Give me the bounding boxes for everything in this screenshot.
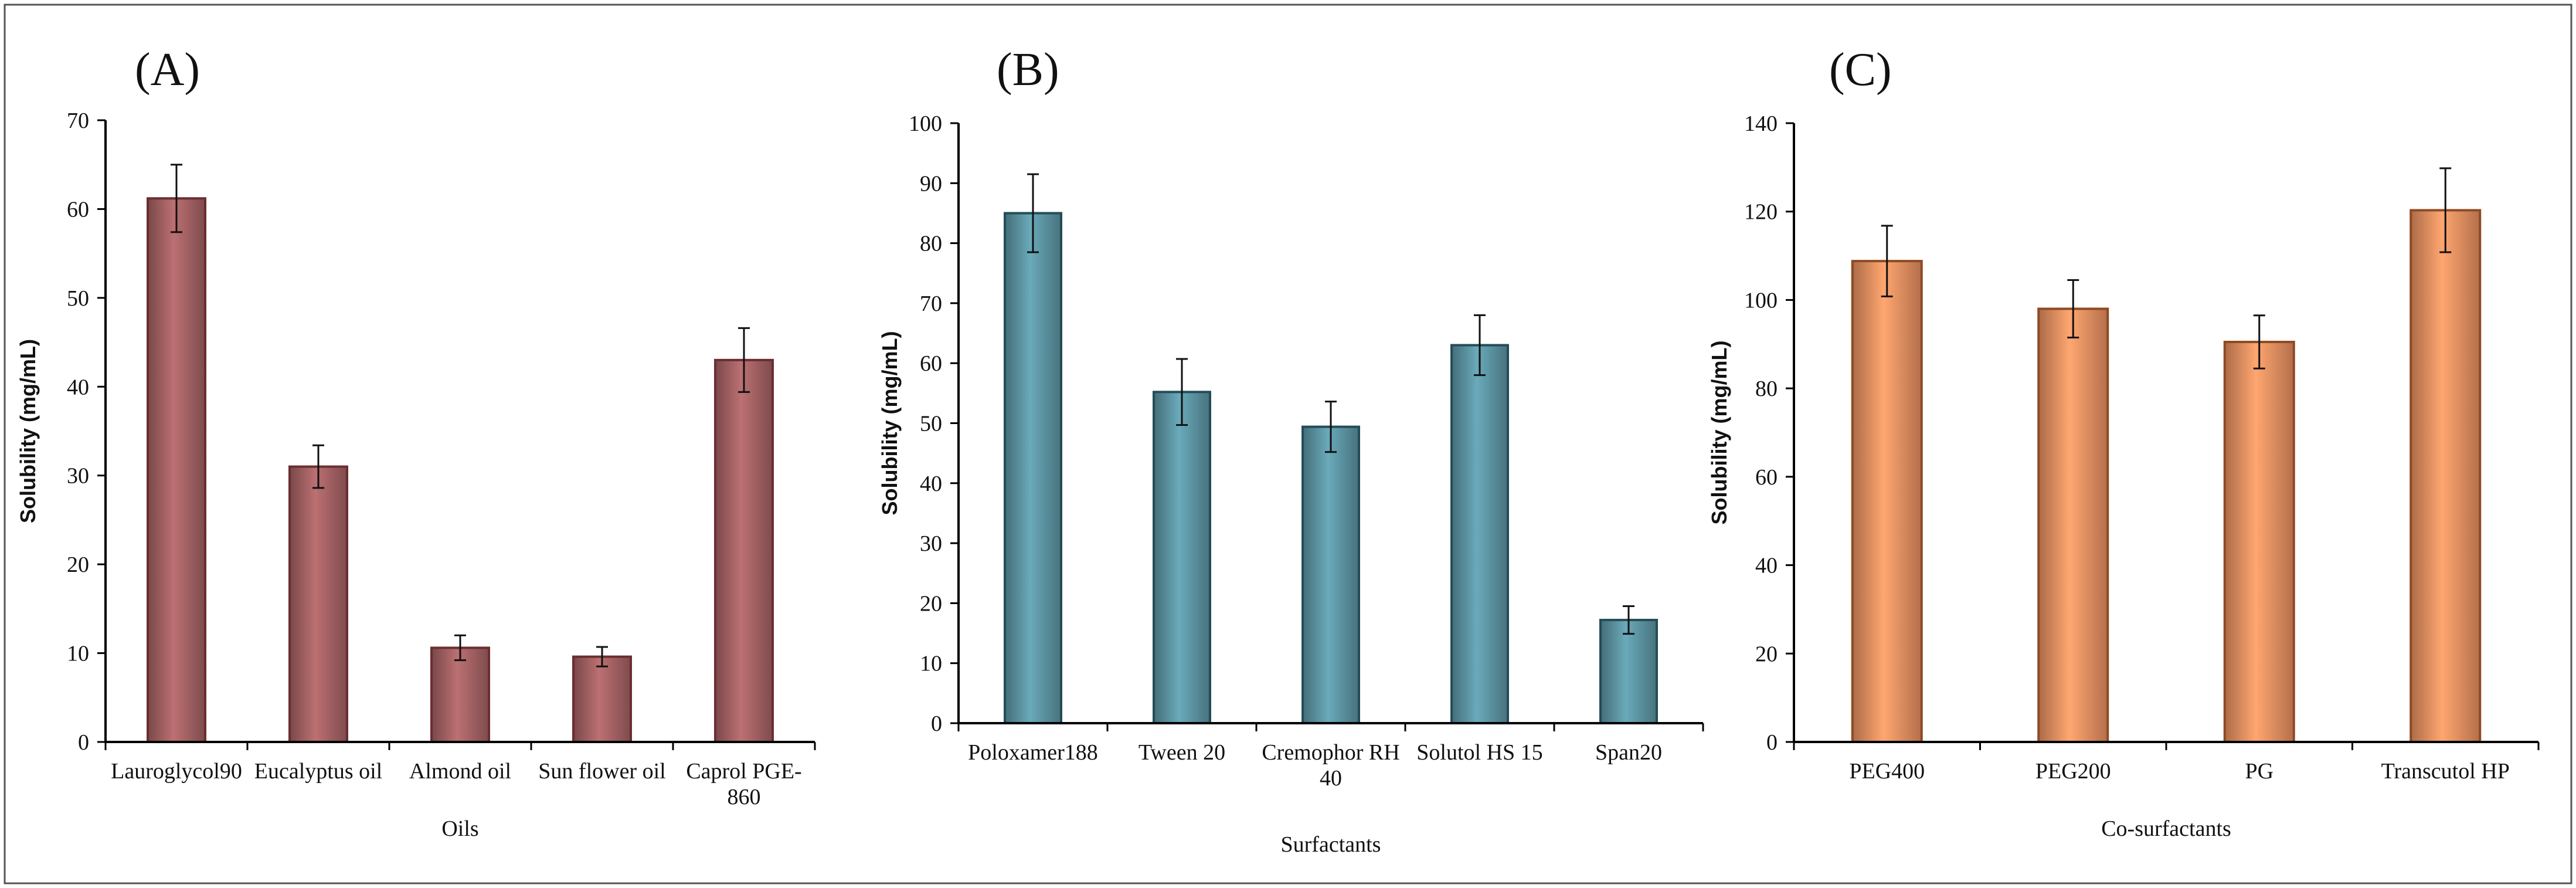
x-tick-label: Span20 (1595, 740, 1662, 765)
x-tick-label: PEG200 (2035, 759, 2111, 784)
x-tick-label: Cremophor RH (1262, 740, 1399, 765)
figure-frame (4, 4, 2572, 884)
y-axis-label: Solubility (mg/mL) (878, 331, 902, 516)
bar (430, 646, 490, 743)
x-axis-label: Surfactants (1281, 832, 1381, 857)
bar (147, 197, 206, 743)
y-tick-label: 80 (920, 232, 942, 256)
x-tick-label: PG (2245, 759, 2273, 784)
y-tick-label: 60 (67, 197, 89, 222)
bar (572, 655, 632, 743)
y-tick-label: 20 (920, 591, 942, 616)
y-tick-label: 90 (920, 171, 942, 196)
x-tick-label: 40 (1320, 766, 1342, 791)
y-tick-label: 60 (1755, 465, 1778, 490)
bar (1004, 212, 1062, 724)
bar (1153, 391, 1211, 724)
bar (2223, 341, 2295, 743)
panel-tag: (C) (1829, 44, 1892, 96)
y-tick-label: 10 (920, 652, 942, 676)
y-tick-label: 120 (1744, 200, 1778, 225)
y-tick-label: 50 (920, 412, 942, 436)
y-tick-label: 70 (67, 109, 89, 133)
x-tick-label: Poloxamer188 (968, 740, 1098, 765)
x-tick-label: PEG400 (1849, 759, 1925, 784)
y-tick-label: 20 (1755, 642, 1778, 666)
y-tick-label: 100 (909, 111, 942, 136)
y-tick-label: 50 (67, 286, 89, 311)
panel-tag: (A) (135, 44, 200, 96)
y-tick-label: 30 (920, 531, 942, 556)
y-tick-label: 30 (67, 464, 89, 489)
y-tick-label: 140 (1744, 111, 1778, 136)
x-axis-label: Co-surfactants (2101, 816, 2231, 841)
bar (1599, 619, 1658, 724)
x-tick-label: Solutol HS 15 (1416, 740, 1542, 765)
y-tick-label: 10 (67, 642, 89, 666)
y-tick-label: 70 (920, 292, 942, 316)
x-tick-label: Tween 20 (1139, 740, 1225, 765)
x-tick-label: Eucalyptus oil (254, 759, 382, 784)
y-tick-label: 40 (1755, 554, 1778, 578)
chart-panel-a: (A) 0 10 20 30 40 50 60 70 Lauroglycol90 Eucalyptu… (16, 44, 816, 841)
bar (714, 358, 774, 743)
bar (1301, 425, 1360, 724)
x-tick-label: Lauroglycol90 (111, 759, 242, 784)
y-tick-label: 60 (920, 351, 942, 376)
x-tick-label: Transcutol HP (2381, 759, 2510, 784)
chart-panel-b: (B) 0 10 20 30 40 50 60 70 80 90 100 Poloxamer188 Twe… (878, 44, 1704, 857)
bar (288, 465, 348, 743)
bar (2410, 209, 2482, 744)
bar (2037, 307, 2109, 743)
bar (1851, 260, 1923, 744)
bar (1450, 344, 1509, 724)
chart-panel-c: (C) 0 20 40 60 80 100 120 140 PEG400 PEG200 PG Trans… (1707, 44, 2540, 841)
x-axis-label: Oils (441, 816, 478, 841)
y-tick-label: 80 (1755, 377, 1778, 401)
x-tick-label: Caprol PGE- (686, 759, 801, 784)
y-axis-label: Solubility (mg/mL) (1707, 341, 1731, 525)
panel-tag: (B) (997, 44, 1059, 96)
y-tick-label: 40 (920, 472, 942, 496)
y-axis-label: Solubility (mg/mL) (16, 339, 40, 523)
y-tick-label: 0 (78, 730, 89, 755)
y-tick-label: 0 (1766, 730, 1778, 755)
x-tick-label: Almond oil (409, 759, 511, 784)
y-tick-label: 100 (1744, 288, 1778, 313)
y-tick-label: 0 (931, 711, 942, 736)
x-tick-label: Sun flower oil (538, 759, 665, 784)
y-tick-label: 40 (67, 375, 89, 399)
y-tick-label: 20 (67, 553, 89, 577)
x-tick-label: 860 (728, 785, 761, 809)
